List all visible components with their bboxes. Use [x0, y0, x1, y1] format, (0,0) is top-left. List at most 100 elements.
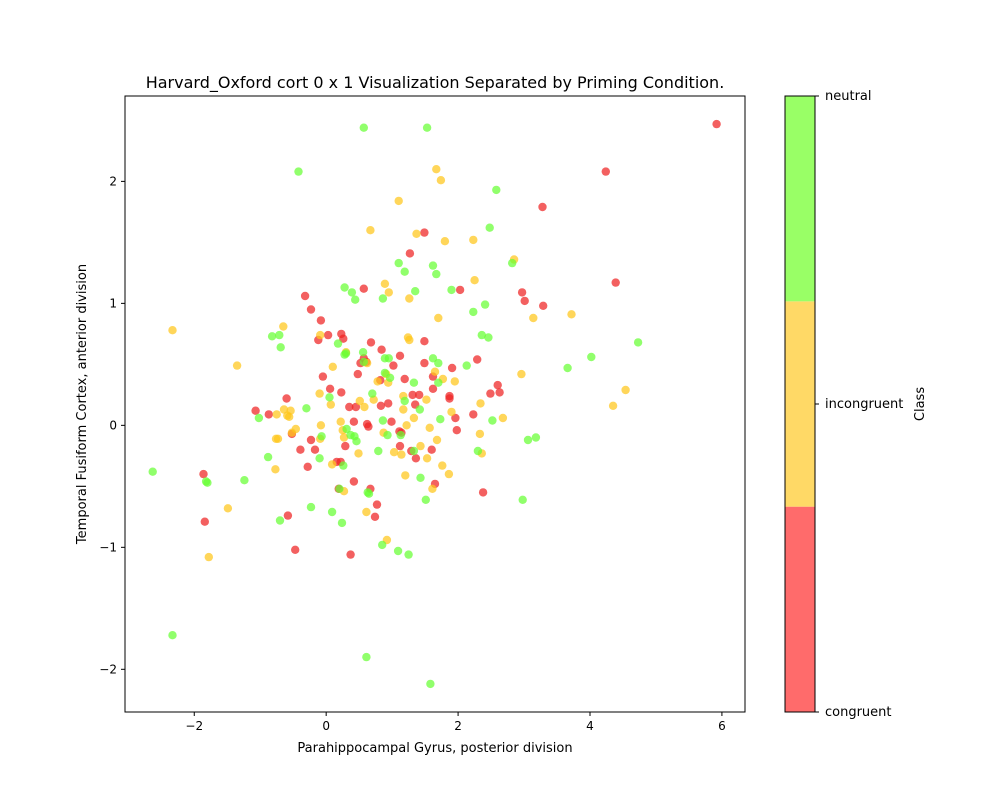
- data-point-congruent: [316, 316, 326, 325]
- data-point-congruent: [420, 228, 429, 237]
- data-point-incongruent: [232, 361, 242, 370]
- data-point-neutral: [347, 288, 357, 297]
- data-point-neutral: [359, 357, 368, 367]
- data-point-congruent: [455, 285, 465, 295]
- data-point-congruent: [200, 517, 209, 526]
- data-point-incongruent: [339, 433, 349, 442]
- data-point-neutral: [518, 495, 527, 504]
- data-point-incongruent: [405, 294, 414, 303]
- data-point-congruent: [389, 361, 398, 370]
- data-point-congruent: [306, 305, 316, 314]
- data-point-neutral: [340, 350, 349, 359]
- data-point-incongruent: [273, 434, 283, 443]
- data-point-congruent: [349, 417, 359, 426]
- data-point-neutral: [378, 416, 388, 425]
- data-point-incongruent: [223, 504, 233, 513]
- data-point-congruent: [372, 500, 382, 509]
- data-point-neutral: [436, 415, 445, 424]
- y-axis-label: Temporal Fusiform Cortex, anterior divis…: [75, 264, 90, 545]
- data-point-neutral: [368, 389, 377, 398]
- data-point-neutral: [335, 484, 344, 493]
- data-point-neutral: [531, 433, 541, 442]
- data-point-neutral: [276, 343, 285, 352]
- data-point-neutral: [148, 467, 157, 476]
- data-point-congruent: [447, 363, 457, 373]
- data-point-neutral: [393, 546, 403, 556]
- data-point-neutral: [294, 167, 303, 176]
- data-point-neutral: [422, 123, 432, 132]
- data-point-congruent: [283, 511, 293, 520]
- colorbar-label: Class: [913, 387, 928, 421]
- data-point-neutral: [415, 405, 424, 414]
- data-point-incongruent: [271, 465, 280, 474]
- data-point-neutral: [358, 348, 368, 357]
- data-point-congruent: [611, 278, 620, 287]
- data-point-incongruent: [394, 196, 403, 206]
- data-point-congruent: [282, 394, 291, 403]
- data-point-congruent: [415, 390, 424, 400]
- data-point-neutral: [384, 354, 393, 363]
- data-point-congruent: [411, 454, 421, 463]
- data-point-incongruent: [428, 484, 437, 493]
- data-point-congruent: [366, 338, 376, 347]
- data-point-neutral: [203, 478, 212, 487]
- data-point-congruent: [377, 345, 386, 354]
- data-point-neutral: [411, 287, 420, 296]
- data-point-incongruent: [327, 460, 337, 469]
- data-point-neutral: [485, 223, 494, 232]
- data-point-congruent: [291, 545, 300, 554]
- data-point-congruent: [370, 512, 380, 521]
- data-point-congruent: [323, 330, 333, 340]
- data-point-neutral: [340, 283, 349, 292]
- data-point-congruent: [520, 296, 529, 306]
- data-point-incongruent: [279, 322, 288, 331]
- data-point-incongruent: [470, 276, 479, 285]
- x-tick-label: 6: [718, 719, 726, 733]
- data-point-congruent: [296, 445, 305, 454]
- data-point-congruent: [427, 445, 436, 454]
- data-point-congruent: [428, 384, 438, 393]
- data-point-congruent: [325, 384, 335, 393]
- data-point-incongruent: [354, 449, 363, 458]
- data-point-incongruent: [287, 428, 297, 437]
- data-point-incongruent: [389, 448, 399, 457]
- data-point-congruent: [300, 291, 310, 301]
- data-point-neutral: [416, 473, 425, 482]
- data-point-incongruent: [430, 367, 440, 376]
- data-point-neutral: [383, 430, 392, 440]
- data-point-incongruent: [286, 406, 295, 415]
- data-point-neutral: [633, 338, 643, 347]
- data-point-congruent: [445, 391, 454, 401]
- data-point-neutral: [333, 339, 343, 348]
- data-point-congruent: [601, 167, 610, 176]
- data-point-congruent: [359, 284, 368, 293]
- x-axis-label: Parahippocampal Gyrus, posterior divisio…: [297, 741, 572, 756]
- y-tick-label: 2: [109, 174, 117, 188]
- data-point-congruent: [349, 477, 359, 486]
- data-point-neutral: [168, 631, 177, 640]
- data-point-neutral: [351, 295, 360, 304]
- data-point-neutral: [263, 452, 273, 462]
- data-point-neutral: [469, 307, 478, 317]
- data-point-neutral: [462, 361, 471, 370]
- x-tick-label: 0: [322, 719, 330, 733]
- data-point-incongruent: [399, 405, 408, 414]
- data-point-congruent: [318, 372, 328, 381]
- data-point-congruent: [495, 388, 504, 397]
- data-point-incongruent: [204, 552, 213, 562]
- data-point-neutral: [378, 294, 388, 303]
- data-point-incongruent: [360, 402, 369, 412]
- data-point-congruent: [376, 401, 386, 410]
- data-point-incongruent: [476, 399, 485, 408]
- data-point-congruent: [478, 488, 488, 497]
- data-point-neutral: [396, 430, 405, 440]
- data-point-incongruent: [529, 313, 538, 323]
- data-point-congruent: [539, 301, 548, 310]
- data-point-neutral: [342, 424, 351, 434]
- data-point-incongruent: [315, 389, 324, 398]
- data-point-incongruent: [366, 226, 375, 235]
- data-point-congruent: [345, 402, 354, 412]
- data-point-incongruent: [450, 377, 459, 386]
- data-point-neutral: [378, 540, 387, 550]
